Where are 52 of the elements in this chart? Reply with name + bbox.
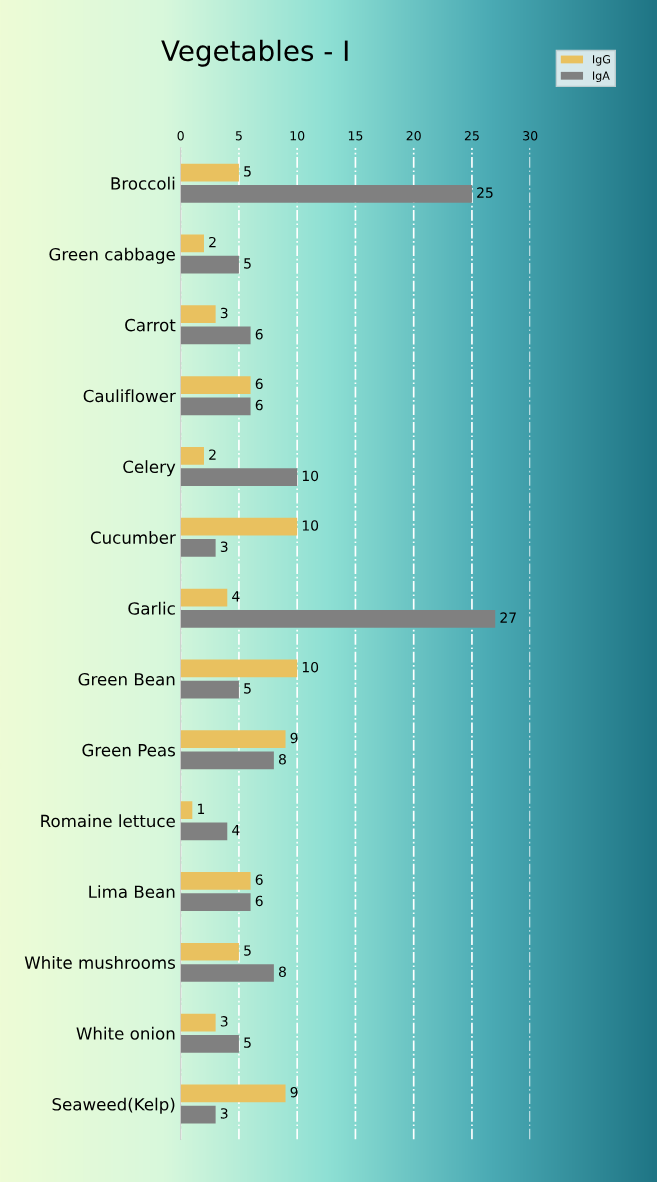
data-label: 5 <box>244 945 251 956</box>
y-tick-label: Broccoli <box>111 176 175 190</box>
y-tick-label: Garlic <box>128 601 175 615</box>
y-tick-label: Carrot <box>125 318 176 332</box>
data-label: 25 <box>477 187 493 198</box>
x-tick-label: 15 <box>348 131 363 141</box>
data-label: 2 <box>209 236 216 248</box>
data-label: 27 <box>500 612 516 623</box>
data-label: 5 <box>244 1037 251 1048</box>
data-label: 1 <box>198 803 205 814</box>
data-label: 3 <box>220 1108 228 1119</box>
data-label: 10 <box>302 470 319 482</box>
chart-title: Vegetables - I <box>161 39 348 67</box>
data-label: 3 <box>220 1016 228 1027</box>
y-tick-label: White onion <box>76 1026 175 1040</box>
data-label: 6 <box>255 399 263 411</box>
data-label: 2 <box>209 449 216 460</box>
y-tick-label: White mushrooms <box>24 956 176 969</box>
data-label: 4 <box>232 825 240 836</box>
y-tick-label: Celery <box>123 460 176 477</box>
legend-label: IgA <box>593 71 610 82</box>
x-tick-label: 20 <box>406 131 421 141</box>
x-tick-label: 10 <box>290 131 305 141</box>
data-label: 9 <box>290 1086 298 1098</box>
legend-label: IgG <box>593 55 610 66</box>
data-label: 4 <box>232 591 240 602</box>
y-tick-label: Seaweed(Kelp) <box>52 1097 175 1114</box>
y-tick-label: Romaine lettuce <box>41 814 175 828</box>
data-label: 6 <box>255 874 263 885</box>
y-tick-label: Cucumber <box>90 531 176 544</box>
x-tick-label: 5 <box>235 131 242 141</box>
data-label: 6 <box>255 328 263 340</box>
x-tick-label: 0 <box>177 131 184 141</box>
x-tick-label: 25 <box>464 131 479 141</box>
y-tick-label: Cauliflower <box>83 389 176 403</box>
data-label: 3 <box>220 307 228 319</box>
y-tick-label: Green Peas <box>82 743 175 757</box>
y-tick-label: Lima Bean <box>89 885 175 899</box>
data-label: 10 <box>302 520 319 531</box>
y-tick-label: Green Bean <box>78 672 175 686</box>
data-label: 6 <box>255 895 263 907</box>
data-label: 9 <box>290 732 298 744</box>
data-label: 6 <box>255 378 263 390</box>
data-label: 8 <box>278 754 286 765</box>
data-label: 5 <box>244 166 251 177</box>
y-tick-label: Green cabbage <box>49 247 175 264</box>
data-label: 5 <box>244 258 251 269</box>
data-label: 10 <box>302 661 319 673</box>
data-label: 3 <box>220 541 228 552</box>
x-tick-label: 30 <box>523 131 538 141</box>
data-label: 8 <box>278 966 286 978</box>
data-label: 5 <box>244 683 251 694</box>
